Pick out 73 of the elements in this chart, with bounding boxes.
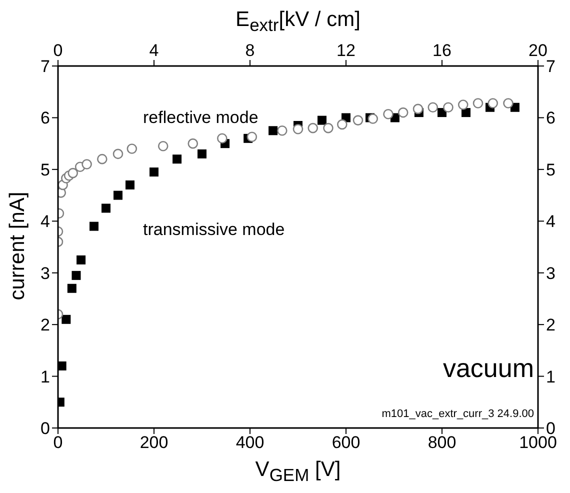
point: [443, 102, 454, 113]
point: [503, 98, 514, 108]
point: [126, 144, 138, 154]
point: [323, 122, 334, 134]
annotation: m101_vac_extr_curr_3 24.9.00: [382, 408, 534, 420]
point: [114, 190, 122, 200]
point: [67, 284, 76, 293]
y2-tick-label: 3: [546, 264, 556, 283]
x-tick-label: 1000: [519, 433, 557, 452]
x-tick-label: 800: [428, 433, 456, 452]
y-tick-label: 0: [40, 419, 50, 438]
x2-tick-label: 12: [336, 41, 356, 60]
point: [97, 154, 108, 164]
y-tick-label: 4: [40, 212, 50, 232]
point: [102, 204, 110, 213]
point: [217, 133, 228, 144]
point: [158, 141, 168, 152]
point: [90, 222, 98, 231]
y2-tick-label: 1: [546, 367, 556, 386]
y2-tick-label: 4: [546, 212, 556, 232]
point: [150, 168, 158, 177]
x-tick-label: 600: [332, 433, 360, 452]
point: [337, 119, 348, 130]
y-tick-label: 3: [40, 264, 50, 283]
point: [398, 107, 408, 118]
x-tick-label: 0: [53, 433, 63, 452]
y2-tick-label: 5: [546, 160, 556, 180]
x2-tick-label: 0: [53, 41, 63, 60]
point: [292, 124, 304, 134]
x-tick-label: 400: [236, 433, 264, 452]
point: [488, 98, 498, 108]
x2-tick-label: 4: [149, 41, 159, 60]
y-axis-title: current [nA]: [6, 190, 30, 302]
point: [72, 270, 81, 280]
point: [308, 122, 318, 134]
point: [198, 149, 206, 158]
point: [318, 116, 326, 125]
point: [268, 126, 278, 136]
x2-axis-title: E$_{extr}$[kV / cm]: [234, 8, 362, 36]
y-tick-label: 5: [40, 160, 50, 180]
point: [383, 108, 394, 120]
point: [246, 132, 258, 142]
y-tick-label: 6: [40, 108, 50, 128]
annotation: vacuum: [442, 353, 534, 384]
y2-tick-label: 2: [546, 316, 556, 335]
point: [368, 114, 378, 124]
point: [112, 148, 124, 160]
point: [126, 180, 134, 190]
point: [352, 115, 364, 126]
point: [68, 168, 78, 178]
point: [472, 98, 484, 108]
x2-tick-label: 8: [245, 41, 255, 60]
point: [172, 154, 182, 164]
annotation: transmissive mode: [143, 220, 285, 240]
x2-tick-label: 20: [528, 41, 548, 60]
x-tick-label: 200: [140, 433, 168, 452]
y2-tick-label: 7: [546, 57, 556, 76]
point: [277, 125, 288, 136]
point: [82, 159, 92, 170]
x2-tick-label: 16: [432, 41, 452, 60]
y2-tick-label: 6: [546, 108, 556, 128]
point: [458, 100, 468, 110]
y-tick-label: 2: [40, 316, 50, 335]
annotation: reflective mode: [143, 108, 258, 128]
point: [428, 102, 438, 113]
y-tick-label: 1: [40, 367, 50, 386]
point: [76, 255, 86, 264]
point: [62, 314, 71, 324]
point: [412, 104, 424, 114]
y-tick-label: 7: [40, 57, 50, 76]
x-axis-title: V$_{GEM}$ [V]: [254, 458, 342, 486]
point: [188, 138, 198, 149]
point: [58, 361, 66, 370]
